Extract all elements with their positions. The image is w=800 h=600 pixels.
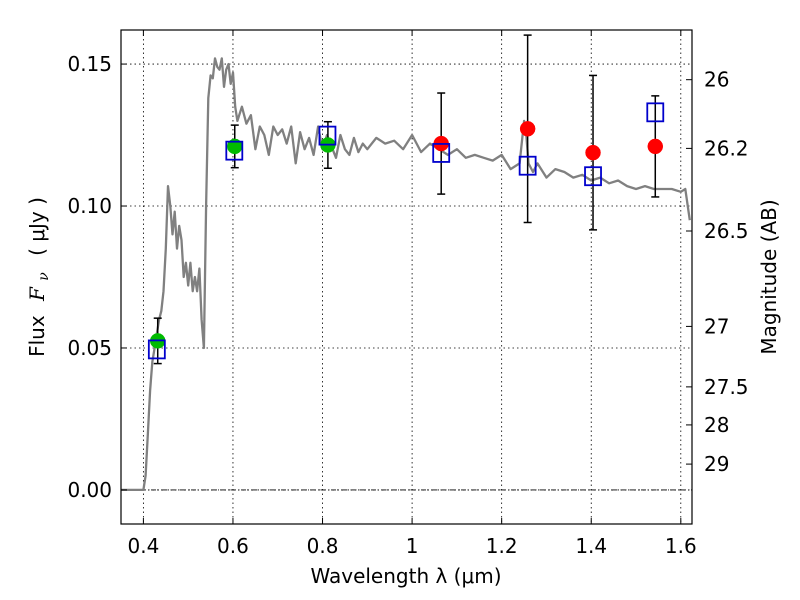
model-flux-square <box>318 125 337 146</box>
x-axis-label: Wavelength λ (μm) <box>310 564 501 588</box>
y-axis-label-subscript: ν <box>36 272 52 281</box>
series-layer <box>121 34 691 492</box>
model-flux-square <box>584 166 602 187</box>
model-flux-square <box>518 155 537 176</box>
axis-ticks: 0.4 0.6 0.8 1 1.2 1.4 1.6 0.00 0.05 0.10 0.15 26 26.… <box>67 30 749 558</box>
y-axis-label-text: Flux <box>25 315 49 357</box>
plot-frame <box>120 29 693 525</box>
right-axis-tick-label: 26.2 <box>704 136 749 160</box>
y-axis-label-units: ( μJy ) <box>25 197 49 256</box>
x-tick-label: 1.6 <box>665 534 697 558</box>
y-tick-label: 0.15 <box>67 52 112 76</box>
right-axis-tick-label: 29 <box>704 452 729 476</box>
photometry-point <box>585 144 601 161</box>
y-axis-label: Flux F ν ( μJy ) <box>25 197 53 357</box>
model-flux-square <box>147 339 166 360</box>
right-axis-tick-label: 27 <box>704 314 729 338</box>
x-tick-label: 1 <box>406 534 419 558</box>
grid-lines <box>121 30 692 524</box>
y-tick-label: 0.10 <box>67 194 112 218</box>
y-axis-label-symbol: F <box>25 286 49 302</box>
x-tick-label: 1.2 <box>486 534 518 558</box>
photometry-point <box>519 121 536 137</box>
right-axis-tick-label: 26 <box>704 68 729 92</box>
x-tick-label: 1.4 <box>575 534 607 558</box>
x-tick-label: 0.6 <box>217 534 249 558</box>
right-axis-tick-label: 27.5 <box>704 375 749 399</box>
right-axis-tick-label: 28 <box>704 413 729 437</box>
photometry-point <box>647 138 664 155</box>
model-flux-square <box>646 102 665 123</box>
right-axis-label: Magnitude (AB) <box>757 199 781 354</box>
model-flux-square <box>225 140 244 161</box>
x-tick-label: 0.8 <box>307 534 339 558</box>
right-axis-tick-label: 26.5 <box>704 219 749 243</box>
model-flux-square <box>432 143 451 163</box>
y-tick-label: 0.05 <box>67 336 112 360</box>
model-spectrum-line <box>121 57 691 492</box>
y-tick-label: 0.00 <box>67 478 112 502</box>
x-tick-label: 0.4 <box>127 534 159 558</box>
